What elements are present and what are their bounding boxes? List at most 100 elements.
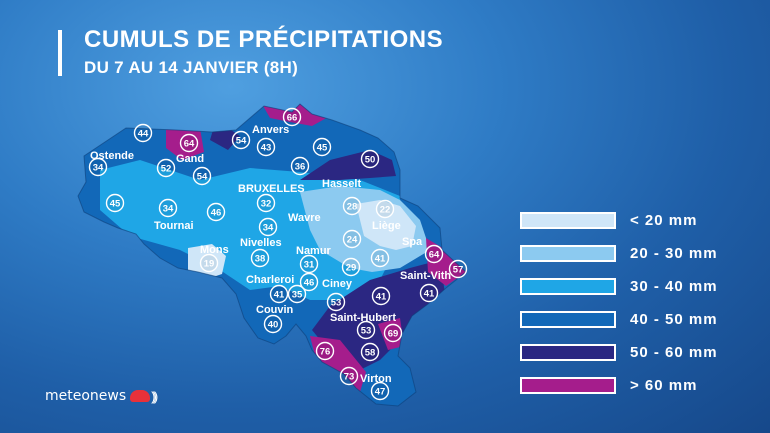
value-bubble: 46 — [206, 202, 226, 222]
value-bubble: 28 — [342, 196, 362, 216]
bubble-circle — [370, 248, 390, 268]
bubble-value: 31 — [304, 260, 315, 271]
signal-waves-icon: ))) — [151, 388, 158, 404]
city-label: Namur — [296, 245, 332, 257]
bubble-value: 41 — [424, 289, 435, 300]
bubble-value: 28 — [347, 202, 358, 213]
value-bubble: 43 — [256, 137, 276, 157]
bubble-circle — [370, 381, 390, 401]
bubble-circle — [371, 286, 391, 306]
city-label: Gand — [176, 153, 204, 165]
value-bubble: 35 — [287, 284, 307, 304]
bubble-value: 58 — [365, 348, 376, 359]
belgium-border — [77, 103, 467, 407]
legend-label: < 20 mm — [630, 212, 698, 229]
value-bubble: 64 — [179, 133, 199, 153]
bubble-value: 50 — [365, 155, 376, 166]
bubble-circle — [206, 202, 226, 222]
bubble-circle — [312, 137, 332, 157]
value-bubble: 19 — [199, 253, 219, 273]
city-label: Nivelles — [240, 237, 282, 249]
bubble-value: 34 — [93, 163, 104, 174]
bubble-circle — [448, 259, 468, 279]
bubble-circle — [299, 254, 319, 274]
bubble-value: 69 — [388, 329, 399, 340]
bubble-value: 24 — [347, 235, 358, 246]
bubble-value: 41 — [375, 254, 386, 265]
value-bubble: 34 — [158, 198, 178, 218]
value-bubble: 34 — [258, 217, 278, 237]
bubble-value: 46 — [304, 278, 315, 289]
zone-lt20-east — [356, 200, 416, 250]
bubble-value: 34 — [263, 223, 274, 234]
bubble-circle — [192, 166, 212, 186]
bubble-value: 54 — [197, 172, 208, 183]
zone-gt60-virton — [310, 336, 366, 392]
legend-label: > 60 mm — [630, 377, 698, 394]
bubble-circle — [339, 366, 359, 386]
bubble-value: 45 — [110, 199, 121, 210]
bubble-circle — [250, 248, 270, 268]
bubble-circle — [256, 193, 276, 213]
legend-swatch — [520, 212, 616, 229]
bubble-circle — [341, 257, 361, 277]
value-bubble: 57 — [448, 259, 468, 279]
legend-item: 50 - 60 mm — [520, 336, 750, 369]
value-bubble: 54 — [192, 166, 212, 186]
legend-label: 50 - 60 mm — [630, 344, 718, 361]
legend-swatch — [520, 278, 616, 295]
bubble-value: 57 — [453, 265, 464, 276]
city-label: Ciney — [322, 278, 353, 290]
bubble-circle — [258, 217, 278, 237]
bubble-circle — [424, 244, 444, 264]
bubble-circle — [360, 342, 380, 362]
zone-50-60-south — [312, 260, 446, 372]
bubble-value: 41 — [274, 290, 285, 301]
city-label: Spa — [402, 236, 423, 248]
city-label: Virton — [360, 373, 392, 385]
city-label: Mons — [200, 244, 229, 256]
bubble-circle — [256, 137, 276, 157]
bubble-value: 22 — [380, 205, 391, 216]
city-label: BRUXELLES — [238, 183, 305, 195]
city-labels: Anvers Ostende Gand BRUXELLES Hasselt Li… — [90, 124, 451, 385]
bubble-value: 54 — [236, 136, 247, 147]
page-subtitle: DU 7 AU 14 JANVIER (8H) — [84, 58, 299, 77]
bubble-value: 46 — [211, 208, 222, 219]
bubble-value: 41 — [376, 292, 387, 303]
bubble-circle — [158, 198, 178, 218]
bubble-value: 43 — [261, 143, 272, 154]
bubble-value: 36 — [295, 162, 306, 173]
bubble-value: 76 — [320, 347, 331, 358]
bubble-circle — [133, 123, 153, 143]
legend-swatch — [520, 311, 616, 328]
legend-item: 30 - 40 mm — [520, 270, 750, 303]
bubble-circle — [179, 133, 199, 153]
bubble-circle — [156, 158, 176, 178]
bubble-value: 32 — [261, 199, 272, 210]
value-bubble: 45 — [105, 193, 125, 213]
bubble-value: 45 — [317, 143, 328, 154]
bubble-value: 73 — [344, 372, 355, 383]
value-bubble: 53 — [356, 320, 376, 340]
city-label: Charleroi — [246, 274, 294, 286]
bubble-circle — [360, 149, 380, 169]
bubble-circle — [375, 199, 395, 219]
cloud-icon — [130, 390, 151, 402]
value-bubble: 76 — [315, 341, 335, 361]
legend-item: 20 - 30 mm — [520, 237, 750, 270]
bubble-value: 38 — [255, 254, 266, 265]
bubble-circle — [88, 157, 108, 177]
value-bubble: 29 — [341, 257, 361, 277]
zone-gt60-saint-vith — [426, 238, 466, 286]
city-label: Anvers — [252, 124, 289, 136]
bubble-circle — [105, 193, 125, 213]
city-label: Hasselt — [322, 178, 361, 190]
bubble-circle — [263, 314, 283, 334]
value-bubble: 53 — [326, 292, 346, 312]
bubble-circle — [315, 341, 335, 361]
city-label: Saint-Hubert — [330, 312, 396, 324]
value-bubble: 46 — [299, 272, 319, 292]
value-bubble: 32 — [256, 193, 276, 213]
page-title: CUMULS DE PRÉCIPITATIONS — [84, 26, 444, 53]
